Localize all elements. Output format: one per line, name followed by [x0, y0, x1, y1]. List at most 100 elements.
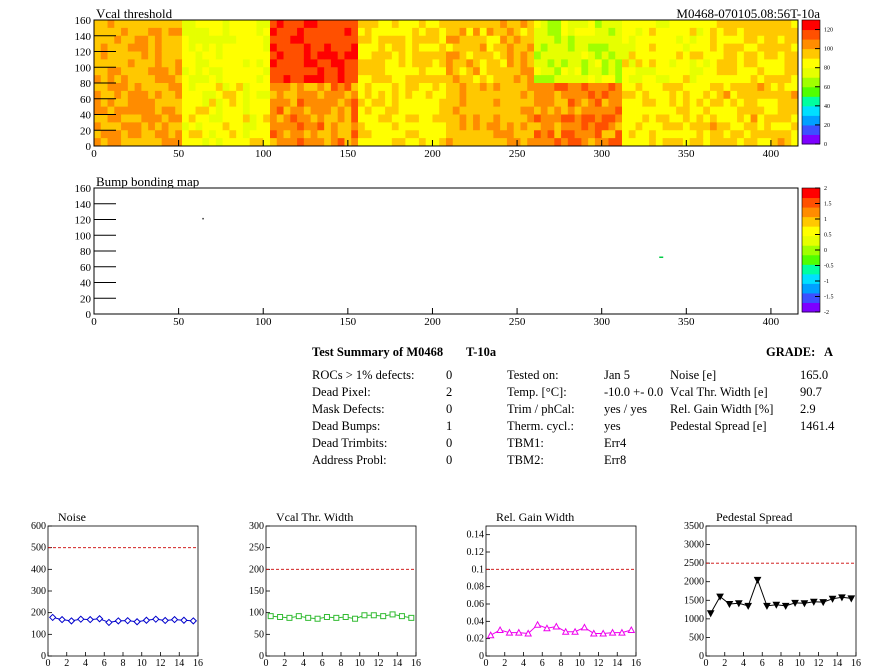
vcal-cell [425, 59, 433, 68]
vcal-cell [236, 114, 244, 123]
vcal-cell [290, 98, 298, 108]
vcal-cell [182, 114, 190, 123]
vcal-cell [107, 122, 115, 131]
vcal-cell [615, 90, 623, 100]
vcal-cell [757, 106, 765, 115]
vcal-cell [398, 43, 406, 52]
vcal-cell [297, 67, 305, 76]
vcal-cell [188, 43, 196, 52]
vcal-cell [141, 90, 149, 100]
vcal-cell [209, 83, 217, 92]
vcal-cell [378, 67, 386, 76]
vcal-cell [669, 59, 677, 68]
vcal-cell [743, 106, 752, 115]
vcal-cell [425, 122, 433, 131]
vcal-cell [215, 43, 224, 52]
vcal-cell [459, 75, 467, 84]
vcal-cell [303, 43, 312, 52]
small-plot-frame [485, 525, 637, 657]
vcal-cell [222, 67, 230, 76]
small-data-point [561, 627, 570, 635]
vcal-cell [561, 98, 569, 108]
vcal-cell [202, 67, 210, 76]
vcal-cell [554, 67, 562, 76]
vcal-cell [594, 106, 603, 115]
vcal-cell [689, 35, 697, 45]
vcal-cell [601, 122, 609, 131]
vcal-cell [398, 130, 406, 139]
vcal-cell [94, 114, 102, 123]
vcal-cell [554, 35, 562, 45]
bump-x-tick-label: 50 [173, 316, 185, 328]
vcal-cell [358, 98, 366, 108]
vcal-cell [412, 75, 420, 84]
vcal-cell [337, 20, 345, 29]
vcal-cell [615, 83, 623, 92]
vcal-cell [209, 59, 217, 68]
vcal-cell [486, 114, 494, 123]
vcal-cell [175, 122, 183, 131]
vcal-cell [506, 130, 515, 139]
small-data-point [828, 595, 837, 603]
vcal-cell [215, 35, 224, 45]
vcal-cell [209, 130, 217, 139]
vcal-cell [324, 106, 332, 115]
vcal-cell [175, 20, 183, 29]
vcal-cell [290, 75, 298, 84]
vcal-cell [317, 75, 325, 84]
vcal-cell [168, 20, 176, 29]
small-x-tick-label: 6 [320, 658, 325, 669]
vcal-cell [229, 90, 237, 100]
vcal-cell [141, 67, 149, 76]
vcal-cell [351, 51, 359, 60]
vcal-cell [574, 122, 582, 131]
vcal-cell [148, 20, 156, 29]
vcal-cell [418, 27, 427, 37]
vcal-cell [561, 138, 569, 147]
vcal-cell [148, 114, 156, 123]
vcal-cell [506, 35, 515, 45]
vcal-cell [696, 130, 704, 139]
vcal-cell [561, 130, 569, 139]
vcal-cell [283, 43, 291, 52]
vcal-cell [317, 90, 325, 100]
vcal-cell [649, 20, 657, 29]
vcal-cell [757, 83, 765, 92]
vcal-cell [121, 51, 129, 60]
vcal-cell [215, 90, 224, 100]
vcal-cell [114, 35, 122, 45]
vcal-cell [242, 130, 251, 139]
vcal-cell [628, 90, 636, 100]
vcal-cell [743, 51, 752, 60]
vcal-cell [459, 59, 467, 68]
vcal-cell [567, 20, 576, 29]
vcal-cell [242, 43, 251, 52]
vcal-cell [777, 122, 785, 131]
vcal-cell [317, 98, 325, 108]
vcal-cell [527, 35, 535, 45]
vcal-cell [175, 51, 183, 60]
vcal-cell [446, 114, 454, 123]
summary-left-value: 2 [446, 385, 453, 399]
vcal-cell [567, 59, 576, 68]
vcal-cell [229, 75, 237, 84]
vcal-cell [134, 59, 142, 68]
vcal-cell [256, 43, 264, 52]
vcal-cell [276, 20, 284, 29]
vcal-cell [506, 98, 515, 108]
vcal-cell [161, 90, 169, 100]
vcal-cell [608, 138, 616, 147]
vcal-cell [324, 122, 332, 131]
vcal-cell [195, 27, 203, 37]
small-data-point [809, 598, 818, 606]
vcal-cell [581, 106, 589, 115]
small-y-tick-label: 1000 [684, 614, 704, 625]
vcal-cell [581, 83, 589, 92]
vcal-cell [628, 122, 636, 131]
vcal-cell [689, 20, 697, 29]
vcal-cell [385, 20, 393, 29]
vcal-cell [398, 59, 406, 68]
summary-left-label: Dead Trimbits: [312, 436, 388, 450]
